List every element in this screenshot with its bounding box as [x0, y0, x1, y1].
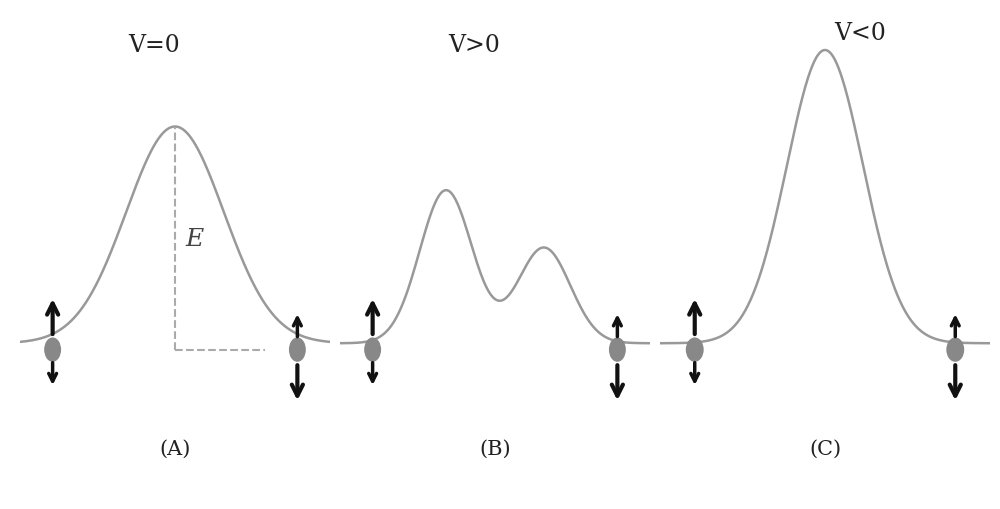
Text: E: E	[185, 228, 203, 251]
Text: (C): (C)	[809, 438, 841, 458]
Text: V<0: V<0	[834, 21, 886, 44]
Ellipse shape	[686, 338, 703, 361]
Ellipse shape	[610, 338, 625, 361]
Text: (A): (A)	[159, 438, 191, 458]
Ellipse shape	[45, 338, 60, 361]
Ellipse shape	[290, 338, 305, 361]
Text: (B): (B)	[479, 438, 511, 458]
Text: V>0: V>0	[449, 34, 501, 57]
Ellipse shape	[947, 338, 964, 361]
Text: V=0: V=0	[129, 34, 180, 57]
Ellipse shape	[365, 338, 380, 361]
